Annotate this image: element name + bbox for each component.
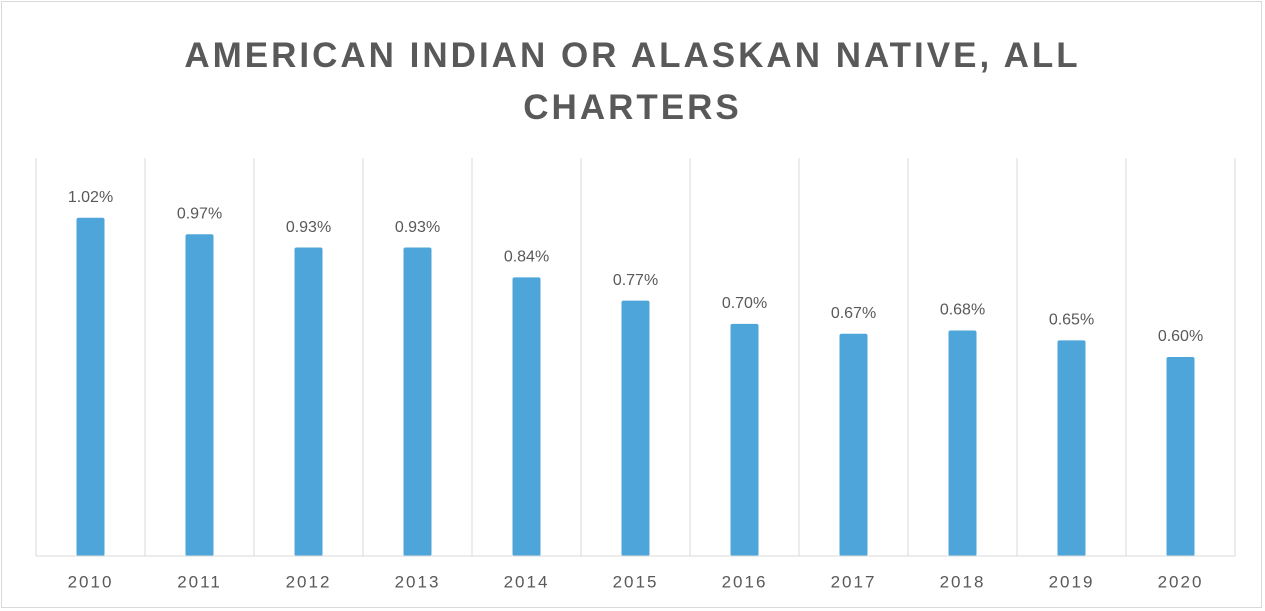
x-tick-label: 2012 bbox=[286, 572, 332, 591]
bar bbox=[839, 333, 868, 556]
data-label: 0.93% bbox=[286, 219, 331, 236]
chart-title: AMERICAN INDIAN OR ALASKAN NATIVE, ALL C… bbox=[184, 36, 1081, 127]
x-tick-label: 2011 bbox=[177, 572, 222, 591]
x-tick-label: 2017 bbox=[831, 572, 877, 591]
bar bbox=[294, 247, 323, 557]
data-label: 0.67% bbox=[831, 305, 876, 322]
bar bbox=[403, 247, 432, 557]
data-label: 0.68% bbox=[940, 302, 985, 319]
data-label: 0.70% bbox=[722, 295, 767, 312]
data-label: 0.77% bbox=[613, 272, 658, 289]
x-tick-label: 2015 bbox=[613, 572, 659, 591]
x-tick-label: 2020 bbox=[1158, 572, 1204, 591]
bar bbox=[948, 330, 977, 556]
x-tick-label: 2016 bbox=[722, 572, 768, 591]
bar bbox=[1166, 357, 1195, 556]
x-tick-label: 2010 bbox=[68, 572, 114, 591]
x-tick-label: 2014 bbox=[504, 572, 550, 591]
data-label: 0.84% bbox=[504, 249, 549, 266]
bar bbox=[1057, 340, 1086, 556]
bar bbox=[76, 217, 105, 556]
bar bbox=[730, 323, 759, 556]
data-label: 0.65% bbox=[1049, 312, 1094, 329]
x-tick-label: 2018 bbox=[940, 572, 986, 591]
data-label: 0.93% bbox=[395, 219, 440, 236]
x-tick-label: 2019 bbox=[1049, 572, 1095, 591]
bar bbox=[512, 277, 541, 556]
data-label: 0.60% bbox=[1158, 328, 1203, 345]
data-label: 0.97% bbox=[177, 206, 222, 223]
bar bbox=[621, 300, 650, 556]
data-label: 1.02% bbox=[68, 189, 113, 206]
bar bbox=[185, 234, 214, 557]
x-tick-label: 2013 bbox=[395, 572, 441, 591]
